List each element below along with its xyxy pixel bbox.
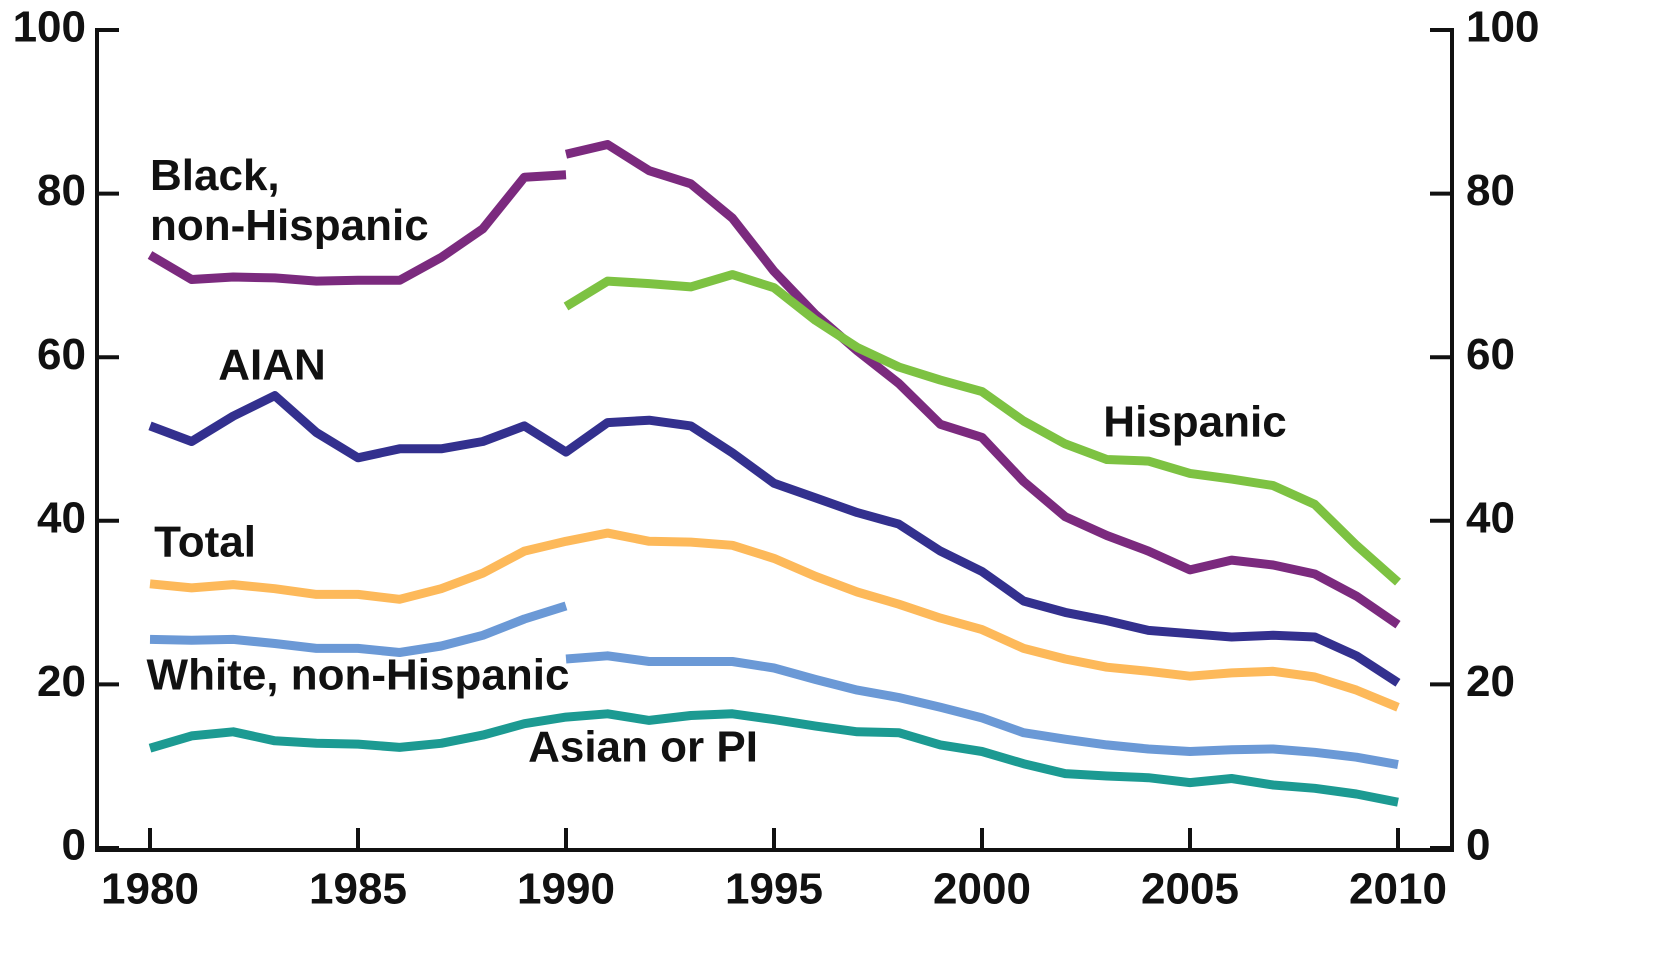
x-tick-label: 2005	[1141, 865, 1239, 914]
series-label: Total	[154, 518, 256, 567]
y2-tick-label: 0	[1466, 821, 1490, 870]
x-tick-label: 2000	[933, 865, 1031, 914]
y-tick-label: 40	[37, 493, 86, 542]
series-label: AIAN	[218, 341, 326, 390]
x-tick-label: 1985	[309, 865, 407, 914]
series-line	[563, 270, 1401, 586]
series-line	[149, 528, 1400, 712]
series-line	[148, 391, 1401, 687]
y-tick-label: 60	[37, 330, 86, 379]
series-line	[147, 140, 1401, 629]
series-label: Hispanic	[1103, 398, 1286, 447]
x-tick-label: 1995	[725, 865, 823, 914]
y-tick-label: 80	[37, 166, 86, 215]
x-tick-label: 1980	[101, 865, 199, 914]
y2-tick-label: 80	[1466, 166, 1515, 215]
series-line	[148, 709, 1399, 807]
series-label: Asian or PI	[528, 723, 758, 772]
y-tick-label: 100	[13, 3, 86, 52]
y-tick-label: 20	[37, 657, 86, 706]
series-label: Black, non-Hispanic	[150, 151, 429, 250]
x-tick-label: 1990	[517, 865, 615, 914]
x-tick-label: 2010	[1349, 865, 1447, 914]
y-tick-label: 0	[62, 821, 86, 870]
y2-tick-label: 60	[1466, 330, 1515, 379]
series-line	[149, 601, 1399, 770]
y2-tick-label: 20	[1466, 657, 1515, 706]
series-label: White, non-Hispanic	[147, 651, 570, 700]
y2-tick-label: 100	[1466, 3, 1539, 52]
y2-tick-label: 40	[1466, 493, 1515, 542]
